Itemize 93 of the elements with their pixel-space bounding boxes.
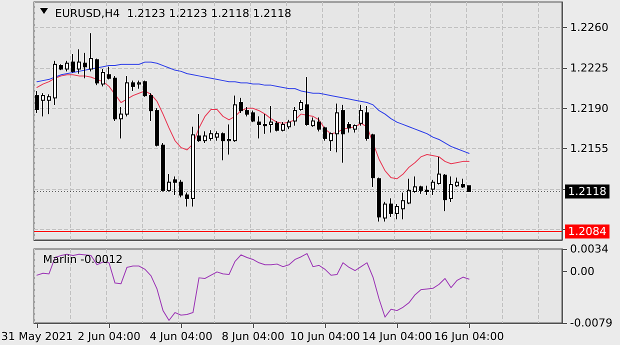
candlestick	[179, 179, 183, 198]
candlestick	[143, 80, 147, 98]
ref-line-label: 1.2084	[568, 225, 606, 238]
candlestick	[215, 130, 219, 142]
candlestick	[89, 32, 93, 72]
candlestick	[407, 178, 411, 205]
candlestick	[209, 130, 213, 142]
candlestick	[125, 75, 129, 117]
candlestick	[239, 97, 243, 114]
candlestick	[245, 106, 249, 117]
candlestick	[35, 90, 39, 114]
x-tick-label: 2 Jun 04:00	[78, 330, 140, 343]
candlestick	[269, 105, 273, 134]
candlestick	[101, 68, 105, 87]
candlestick	[71, 53, 75, 73]
x-tick-label: 14 Jun 04:00	[362, 330, 432, 343]
y-tick-label: -0.0079	[570, 316, 612, 330]
candlestick	[341, 104, 345, 164]
candlestick	[389, 198, 393, 218]
candlestick	[347, 122, 351, 134]
candlestick	[359, 104, 363, 126]
line-series	[36, 253, 470, 321]
y-tick-label: 1.2260	[570, 20, 608, 34]
candlestick	[317, 117, 321, 132]
line-series	[36, 62, 470, 154]
candlestick	[257, 116, 261, 139]
candlestick	[335, 103, 339, 153]
candlestick	[431, 179, 435, 196]
candlestick	[167, 174, 171, 192]
candlestick	[353, 124, 357, 134]
candlestick	[455, 177, 459, 188]
candlestick	[461, 178, 465, 189]
candlestick	[263, 114, 267, 134]
candlestick	[107, 66, 111, 80]
candlestick	[95, 58, 99, 86]
candlestick	[119, 106, 123, 139]
candlestick	[329, 132, 333, 152]
candlestick	[323, 126, 327, 142]
candlestick	[137, 80, 141, 90]
candlestick	[221, 132, 225, 161]
candlestick	[191, 126, 195, 207]
y-tick-label: 0.00	[570, 264, 594, 278]
candlestick	[299, 100, 303, 112]
x-tick-label: 10 Jun 04:00	[290, 330, 360, 343]
line-series	[36, 74, 470, 180]
candlestick	[425, 185, 429, 196]
candlestick	[311, 117, 315, 128]
candlestick	[197, 114, 201, 142]
y-tick-label: 1.2190	[570, 102, 608, 115]
candlestick	[77, 48, 81, 74]
y-tick-label: 1.2225	[570, 61, 608, 74]
x-tick-label: 8 Jun 04:00	[222, 330, 284, 343]
candlestick	[281, 122, 285, 132]
candlestick	[227, 124, 231, 156]
candlestick	[413, 176, 417, 194]
candlestick	[449, 176, 453, 202]
candlestick	[365, 105, 369, 142]
ref-line-label: 1.2118	[568, 185, 606, 198]
candlestick	[401, 192, 405, 220]
x-tick-label: 16 Jun 04:00	[434, 330, 504, 343]
candlestick	[113, 75, 117, 122]
candlestick	[233, 95, 237, 142]
candlestick	[149, 92, 153, 122]
candlestick	[131, 80, 135, 92]
candlestick	[83, 52, 87, 79]
candlestick	[155, 108, 159, 147]
candlestick	[185, 192, 189, 207]
candlestick	[467, 185, 471, 192]
candlestick	[371, 133, 375, 188]
candlestick	[293, 106, 297, 126]
candlestick	[59, 64, 63, 71]
candlestick	[173, 176, 177, 196]
candlestick	[383, 201, 387, 222]
candlestick	[251, 110, 255, 123]
candlestick	[395, 204, 399, 220]
y-tick-label: 1.2155	[570, 142, 608, 156]
candlestick	[305, 76, 309, 126]
candlestick	[161, 142, 165, 192]
candlestick	[419, 185, 423, 194]
candlestick	[443, 174, 447, 212]
candlestick	[437, 156, 441, 186]
x-tick-label: 4 Jun 04:00	[150, 330, 212, 343]
candlestick	[41, 92, 45, 117]
candlestick	[287, 119, 291, 130]
x-tick-label: 31 May 2021	[1, 330, 73, 343]
candlestick	[275, 120, 279, 132]
text: EURUSD,H4 1.2123 1.2123 1.2118 1.2118	[55, 7, 292, 20]
candlestick	[53, 60, 57, 106]
y-tick-label: 0.0034	[570, 242, 608, 256]
candlestick	[377, 177, 381, 222]
candlestick	[65, 60, 69, 72]
candlestick	[203, 130, 207, 144]
candlestick	[47, 94, 51, 115]
